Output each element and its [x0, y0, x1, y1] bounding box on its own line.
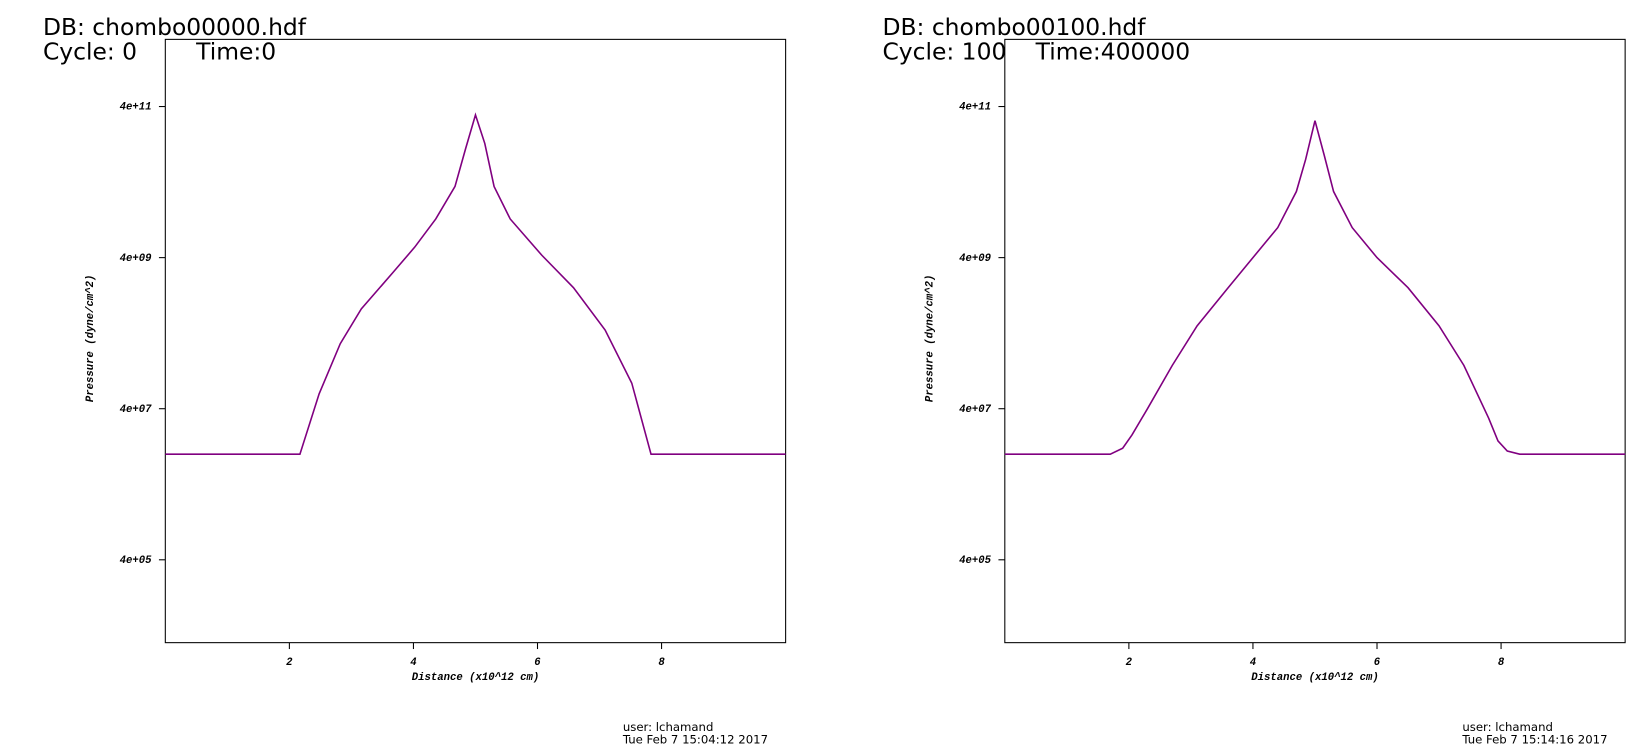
- db-title: DB: chombo00000.hdf: [43, 13, 307, 41]
- x-tick-label: 8: [658, 657, 665, 669]
- x-tick-label: 6: [1374, 657, 1381, 669]
- x-axis-label: Distance (x10^12 cm): [1251, 672, 1379, 684]
- plot-frame: [164, 38, 787, 644]
- x-tick-label: 2: [286, 657, 293, 669]
- y-axis-label: Pressure (dyne/cm^2): [85, 275, 97, 403]
- user-label: user: lchamand: [623, 720, 714, 734]
- time-label: Time:400000: [1035, 38, 1190, 66]
- x-tick-label: 4: [1250, 657, 1257, 669]
- timestamp-label: Tue Feb 7 15:14:16 2017: [1461, 733, 1607, 747]
- timestamp-label: Tue Feb 7 15:04:12 2017: [622, 733, 768, 747]
- x-axis-label: Distance (x10^12 cm): [412, 672, 540, 684]
- plot-frame: [1004, 38, 1626, 644]
- y-tick-label: 4e+11: [120, 102, 152, 114]
- user-label: user: lchamand: [1462, 720, 1553, 734]
- y-tick-label: 4e+07: [959, 404, 992, 416]
- cycle-label: Cycle: 0: [43, 38, 137, 66]
- y-tick-label: 4e+05: [120, 555, 153, 567]
- x-tick-label: 2: [1126, 657, 1133, 669]
- time-label: Time:0: [195, 38, 276, 66]
- y-tick-label: 4e+11: [959, 102, 991, 114]
- pressure-line: [165, 112, 786, 455]
- x-tick-label: 8: [1498, 657, 1505, 669]
- y-tick-label: 4e+09: [959, 253, 992, 265]
- db-title: DB: chombo00100.hdf: [882, 13, 1146, 41]
- pressure-line: [1004, 120, 1626, 455]
- x-tick-label: 4: [410, 657, 417, 669]
- y-axis-label: Pressure (dyne/cm^2): [924, 275, 936, 403]
- y-tick-label: 4e+05: [959, 555, 992, 567]
- y-tick-label: 4e+07: [120, 404, 153, 416]
- y-tick-label: 4e+09: [120, 253, 153, 265]
- cycle-label: Cycle: 100: [882, 38, 1006, 66]
- x-tick-label: 6: [534, 657, 541, 669]
